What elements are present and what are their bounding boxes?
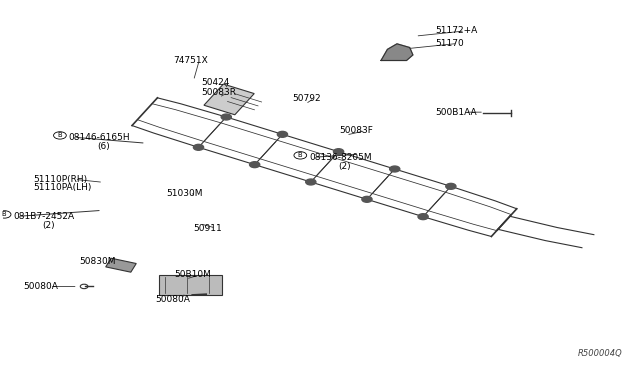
Circle shape bbox=[362, 196, 372, 202]
Circle shape bbox=[390, 166, 400, 172]
Bar bbox=[204, 84, 254, 115]
Circle shape bbox=[306, 179, 316, 185]
Text: 50911: 50911 bbox=[193, 224, 222, 232]
Polygon shape bbox=[381, 44, 413, 61]
Text: 500B1AA: 500B1AA bbox=[435, 108, 477, 117]
Text: 50792: 50792 bbox=[292, 94, 321, 103]
Text: 50080A: 50080A bbox=[24, 282, 59, 291]
Text: R500004Q: R500004Q bbox=[578, 349, 623, 358]
Circle shape bbox=[446, 183, 456, 189]
Text: 51170: 51170 bbox=[435, 39, 464, 48]
Bar bbox=[159, 275, 222, 295]
Text: 50424: 50424 bbox=[202, 78, 230, 87]
Bar bbox=[106, 258, 136, 272]
Text: 51110PA(LH): 51110PA(LH) bbox=[33, 183, 92, 192]
Circle shape bbox=[221, 114, 232, 120]
Text: 081B7-2452A: 081B7-2452A bbox=[13, 212, 75, 221]
Text: 50830M: 50830M bbox=[79, 257, 115, 266]
Text: (6): (6) bbox=[97, 142, 109, 151]
Text: (2): (2) bbox=[338, 161, 351, 170]
Circle shape bbox=[193, 144, 204, 150]
Text: B: B bbox=[2, 211, 6, 217]
Text: 50B10M: 50B10M bbox=[175, 270, 211, 279]
Text: 08146-6165H: 08146-6165H bbox=[69, 133, 131, 142]
Text: 50083F: 50083F bbox=[340, 126, 374, 135]
Text: 51110P(RH): 51110P(RH) bbox=[33, 175, 87, 184]
Text: 51172+A: 51172+A bbox=[435, 26, 477, 35]
Text: (2): (2) bbox=[42, 221, 55, 230]
Circle shape bbox=[333, 149, 344, 155]
Text: B: B bbox=[298, 153, 302, 158]
Circle shape bbox=[250, 162, 260, 168]
Text: B: B bbox=[57, 132, 61, 138]
Circle shape bbox=[277, 131, 287, 137]
Text: 08136-8205M: 08136-8205M bbox=[309, 153, 372, 162]
Text: 74751X: 74751X bbox=[173, 56, 208, 65]
Circle shape bbox=[418, 214, 428, 219]
Text: 50080A: 50080A bbox=[156, 295, 190, 304]
Text: 50083R: 50083R bbox=[202, 88, 237, 97]
Text: 51030M: 51030M bbox=[167, 189, 204, 198]
